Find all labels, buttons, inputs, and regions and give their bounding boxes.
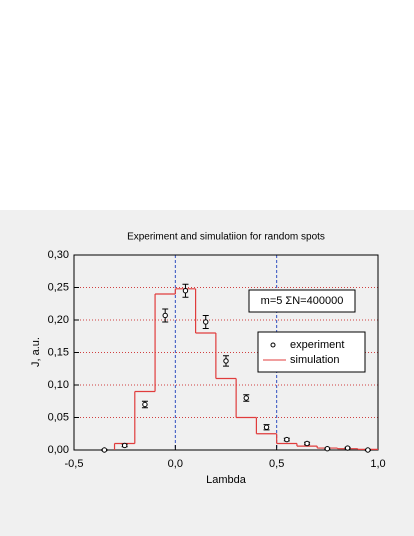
y-tick-label: 0,20 (48, 314, 69, 326)
data-point (142, 401, 148, 408)
plot-frame (73, 254, 379, 451)
legend-box (257, 331, 366, 373)
data-point (263, 424, 270, 430)
x-tick-label: 0,5 (269, 458, 284, 470)
legend-label: simulation (290, 354, 340, 366)
data-point (101, 447, 108, 453)
data-point (344, 445, 351, 451)
y-tick-label: 0,30 (48, 249, 69, 261)
legend-marker (270, 342, 276, 348)
data-point (203, 319, 209, 325)
x-tick-label: 0,0 (168, 458, 183, 470)
x-tick-label: 1,0 (370, 458, 385, 470)
data-point (365, 447, 371, 453)
y-tick-label: 0,00 (48, 444, 69, 456)
data-point (223, 358, 229, 364)
data-point (182, 288, 189, 294)
data-point (162, 312, 168, 319)
annotation-box (248, 289, 356, 313)
x-tick-label: -0,5 (65, 458, 84, 470)
data-point (284, 436, 290, 443)
legend-label: experiment (290, 339, 344, 351)
y-tick-label: 0,25 (48, 281, 69, 293)
x-axis-label: Lambda (206, 474, 247, 486)
y-axis-label: J, a.u. (30, 337, 42, 367)
chart-title: Experiment and simulatiion for random sp… (127, 232, 325, 243)
blank-area (0, 0, 414, 210)
y-tick-label: 0,15 (48, 346, 69, 358)
data-point (243, 395, 249, 401)
data-point (121, 442, 128, 449)
y-tick-label: 0,05 (48, 411, 69, 423)
annotation: m=5 ΣN=400000 (261, 295, 344, 307)
y-tick-label: 0,10 (48, 379, 69, 391)
data-point (324, 446, 331, 452)
data-point (304, 440, 310, 447)
